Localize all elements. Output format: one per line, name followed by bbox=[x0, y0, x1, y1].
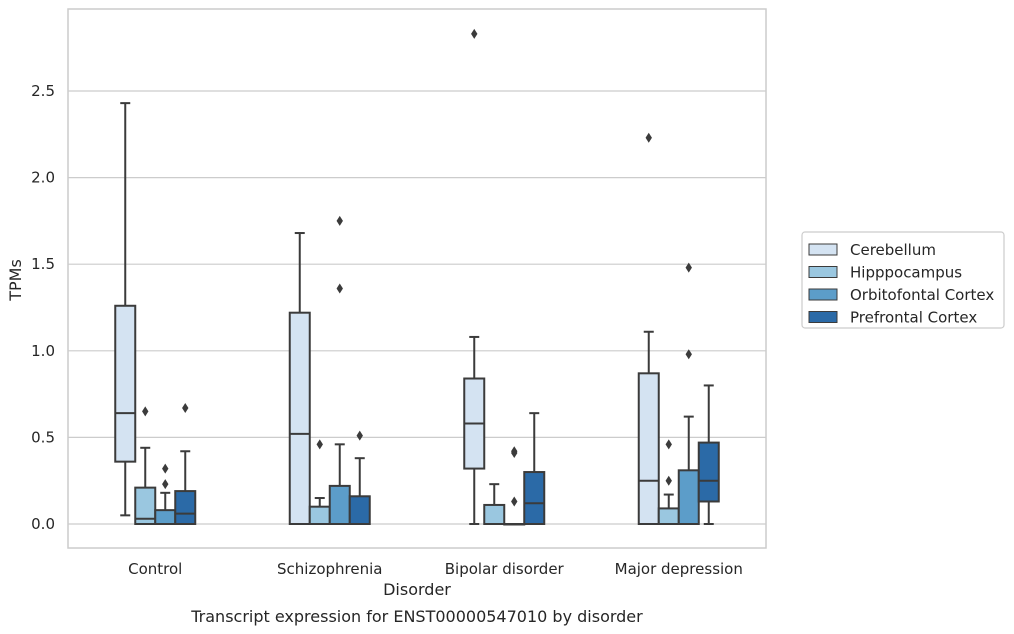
box-prefrontal-cortex bbox=[348, 430, 371, 525]
iqr-box bbox=[348, 495, 371, 525]
outlier-point bbox=[511, 447, 518, 458]
y-tick-label: 0.0 bbox=[31, 515, 55, 533]
y-tick-label: 1.5 bbox=[31, 255, 55, 273]
box-hipppocampus bbox=[483, 483, 506, 525]
legend: Cerebellum Hipppocampus Orbitofontal Corte… bbox=[801, 231, 1005, 329]
box-orbitofontal-cortex bbox=[328, 215, 351, 525]
y-tick-label: 2.5 bbox=[31, 82, 55, 100]
outlier-point bbox=[162, 479, 169, 490]
box-hipppocampus bbox=[308, 439, 331, 525]
outlier-point bbox=[182, 402, 189, 413]
box-orbitofontal-cortex bbox=[503, 446, 526, 526]
iqr-box bbox=[657, 507, 680, 525]
outlier-point bbox=[162, 463, 169, 474]
iqr-box bbox=[637, 372, 660, 526]
legend-item: Hipppocampus bbox=[808, 264, 962, 282]
y-axis-title: TPMs bbox=[6, 259, 25, 302]
iqr-box bbox=[154, 509, 177, 526]
outlier-point bbox=[665, 475, 672, 486]
legend-label: Prefrontal Cortex bbox=[850, 309, 977, 327]
y-tick-label: 0.5 bbox=[31, 428, 55, 446]
x-tick-label: Control bbox=[128, 560, 182, 578]
legend-item: Orbitofontal Cortex bbox=[808, 286, 994, 304]
outlier-point bbox=[336, 283, 343, 294]
outlier-point bbox=[336, 215, 343, 226]
legend-label: Cerebellum bbox=[850, 241, 936, 259]
outlier-point bbox=[471, 28, 478, 39]
iqr-box bbox=[288, 311, 311, 526]
gridlines bbox=[68, 90, 766, 525]
outlier-point bbox=[645, 132, 652, 143]
outlier-point bbox=[511, 496, 518, 507]
box-cerebellum bbox=[288, 232, 311, 526]
outlier-point bbox=[316, 439, 323, 450]
x-tick-label: Major depression bbox=[615, 560, 743, 578]
iqr-box bbox=[134, 486, 157, 525]
box-hipppocampus bbox=[657, 439, 680, 525]
iqr-box bbox=[483, 503, 506, 525]
x-tick-label: Schizophrenia bbox=[277, 560, 382, 578]
box-orbitofontal-cortex bbox=[154, 463, 177, 526]
plot-frame bbox=[67, 8, 767, 549]
box-cerebellum bbox=[114, 102, 137, 517]
iqr-box bbox=[523, 471, 546, 526]
box-hipppocampus bbox=[134, 406, 157, 525]
iqr-box bbox=[308, 505, 331, 525]
box-prefrontal-cortex bbox=[174, 402, 197, 526]
iqr-box bbox=[677, 469, 700, 526]
iqr-box bbox=[114, 304, 137, 463]
y-axis-ticks: 0.0 0.5 1.0 1.5 2.0 2.5 bbox=[31, 82, 55, 533]
iqr-box bbox=[697, 441, 720, 503]
box-plot-area bbox=[114, 28, 720, 526]
chart-caption: Transcript expression for ENST0000054701… bbox=[190, 607, 643, 626]
outlier-point bbox=[665, 439, 672, 450]
box-prefrontal-cortex bbox=[523, 412, 546, 526]
iqr-box bbox=[328, 484, 351, 525]
legend-item: Prefrontal Cortex bbox=[808, 309, 977, 327]
x-axis-title: Disorder bbox=[383, 580, 451, 599]
box-cerebellum bbox=[463, 28, 486, 525]
legend-label: Hipppocampus bbox=[850, 264, 962, 282]
outlier-point bbox=[685, 262, 692, 273]
box-prefrontal-cortex bbox=[697, 384, 720, 525]
outlier-point bbox=[142, 406, 149, 417]
legend-swatch bbox=[808, 311, 838, 323]
legend-swatch bbox=[808, 243, 838, 256]
x-axis-ticks: Control Schizophrenia Bipolar disorder Majo… bbox=[128, 560, 743, 578]
legend-box bbox=[801, 231, 1005, 329]
legend-swatch bbox=[808, 266, 838, 278]
outlier-point bbox=[356, 430, 363, 441]
box-orbitofontal-cortex bbox=[677, 262, 700, 526]
x-tick-label: Bipolar disorder bbox=[445, 560, 565, 578]
box-cerebellum bbox=[637, 132, 660, 526]
y-tick-label: 2.0 bbox=[31, 169, 55, 187]
iqr-box bbox=[174, 490, 197, 526]
outlier-point bbox=[685, 349, 692, 360]
legend-label: Orbitofontal Cortex bbox=[850, 286, 994, 304]
legend-item: Cerebellum bbox=[808, 241, 936, 259]
y-tick-label: 1.0 bbox=[31, 342, 55, 360]
legend-swatch bbox=[808, 288, 838, 301]
